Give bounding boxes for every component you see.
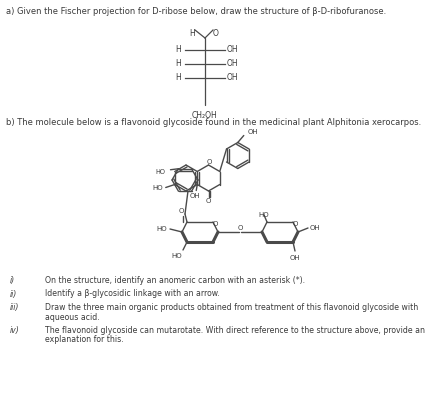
Text: OH: OH [248, 129, 258, 136]
Text: On the structure, identify an anomeric carbon with an asterisk (*).: On the structure, identify an anomeric c… [45, 276, 305, 285]
Text: OH: OH [227, 59, 239, 68]
Text: OH: OH [290, 255, 300, 261]
Text: b) The molecule below is a flavonoid glycoside found in the medicinal plant Alph: b) The molecule below is a flavonoid gly… [6, 118, 421, 127]
Text: O: O [237, 225, 243, 231]
Text: HO: HO [172, 253, 182, 259]
Text: O: O [213, 29, 219, 38]
Text: H: H [189, 29, 195, 38]
Text: ii): ii) [10, 289, 17, 298]
Text: OH: OH [310, 225, 321, 231]
Text: HO: HO [156, 169, 165, 175]
Text: HO: HO [152, 184, 163, 190]
Text: CH₂OH: CH₂OH [192, 111, 218, 120]
Text: OH: OH [227, 46, 239, 55]
Text: OH: OH [190, 193, 201, 199]
Text: iii): iii) [10, 303, 19, 312]
Text: HO: HO [157, 226, 167, 232]
Text: H: H [175, 74, 181, 83]
Text: H: H [175, 59, 181, 68]
Text: a) Given the Fischer projection for D-ribose below, draw the structure of β-D-ri: a) Given the Fischer projection for D-ri… [6, 7, 386, 16]
Text: iv): iv) [10, 326, 20, 335]
Text: aqueous acid.: aqueous acid. [45, 313, 100, 322]
Text: explanation for this.: explanation for this. [45, 335, 124, 344]
Text: O: O [207, 159, 212, 165]
Text: The flavonoid glycoside can mutarotate. With direct reference to the structure a: The flavonoid glycoside can mutarotate. … [45, 326, 425, 335]
Text: O: O [206, 198, 211, 204]
Text: O: O [213, 221, 218, 227]
Text: Identify a β-glycosidic linkage with an arrow.: Identify a β-glycosidic linkage with an … [45, 289, 220, 298]
Text: O: O [293, 221, 298, 227]
Text: O: O [178, 208, 184, 214]
Text: OH: OH [227, 74, 239, 83]
Text: H: H [175, 46, 181, 55]
Text: HO: HO [259, 212, 269, 218]
Text: i): i) [10, 276, 15, 285]
Text: Draw the three main organic products obtained from treatment of this flavonoid g: Draw the three main organic products obt… [45, 303, 418, 312]
